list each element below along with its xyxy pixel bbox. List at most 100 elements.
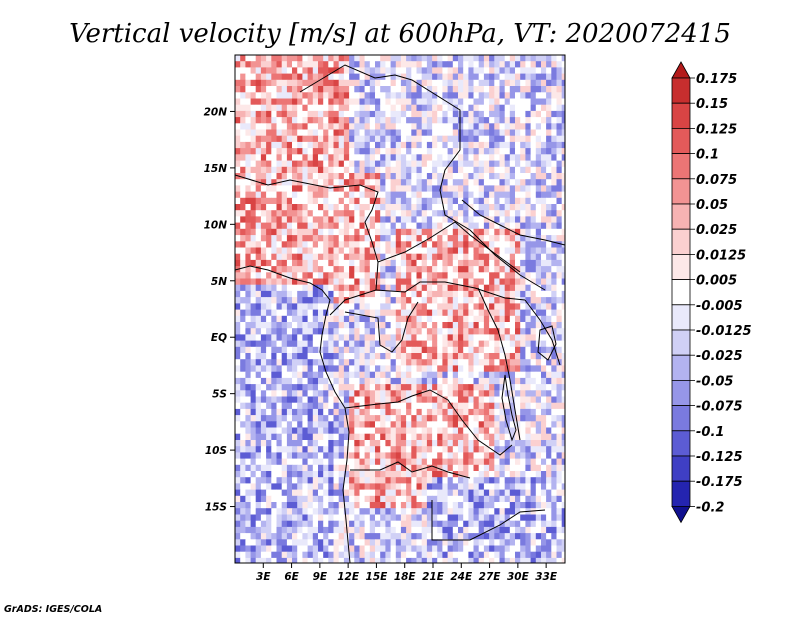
field-cell: [266, 440, 272, 447]
field-cell: [478, 216, 485, 223]
field-cell: [286, 228, 293, 236]
field-cell: [297, 390, 303, 397]
field-cell: [260, 415, 267, 422]
field-cell: [551, 303, 557, 310]
field-cell: [235, 73, 241, 81]
field-cell: [447, 241, 454, 248]
field-cell: [499, 191, 506, 199]
field-cell: [551, 471, 557, 478]
field-cell: [535, 471, 542, 478]
field-cell: [541, 222, 547, 230]
field-cell: [307, 166, 314, 174]
field-cell: [400, 73, 407, 81]
field-cell: [364, 154, 371, 161]
field-cell: [292, 135, 298, 143]
field-cell: [489, 104, 495, 112]
field-cell: [458, 185, 464, 192]
field-cell: [478, 123, 485, 130]
field-cell: [235, 290, 241, 298]
field-cell: [452, 514, 459, 522]
field-cell: [266, 191, 272, 199]
field-cell: [276, 483, 283, 490]
field-cell: [245, 86, 251, 93]
field-cell: [447, 148, 454, 155]
field-cell: [359, 135, 366, 143]
field-cell: [551, 135, 557, 143]
field-cell: [535, 396, 542, 404]
field-cell: [489, 477, 495, 484]
field-cell: [369, 179, 376, 186]
field-cell: [260, 508, 267, 515]
field-cell: [307, 278, 314, 286]
field-cell: [535, 489, 542, 497]
field-cell: [520, 359, 526, 366]
field-cell: [411, 154, 417, 161]
field-cell: [328, 173, 334, 180]
field-cell: [546, 86, 552, 93]
field-cell: [359, 322, 366, 329]
field-cell: [416, 210, 423, 217]
field-cell: [390, 520, 397, 528]
field-cell: [369, 123, 376, 130]
field-cell: [349, 402, 355, 410]
field-cell: [385, 315, 391, 323]
field-cell: [354, 526, 360, 534]
field-cell: [473, 197, 480, 205]
field-cell: [426, 334, 433, 341]
field-cell: [318, 458, 324, 466]
field-cell: [416, 427, 423, 435]
field-cell: [463, 489, 469, 497]
field-cell: [318, 197, 324, 205]
field-cell: [245, 502, 251, 509]
field-cell: [307, 502, 314, 509]
field-cell: [458, 303, 464, 310]
field-cell: [235, 191, 241, 199]
field-cell: [312, 204, 319, 211]
field-cell: [458, 210, 464, 217]
field-cell: [385, 508, 391, 515]
field-cell: [245, 353, 251, 360]
field-cell: [312, 117, 319, 124]
field-cell: [255, 284, 262, 292]
field-cell: [292, 526, 298, 534]
field-cell: [551, 464, 557, 472]
field-cell: [276, 259, 283, 267]
field-cell: [483, 141, 490, 149]
field-cell: [447, 483, 454, 490]
field-cell: [452, 427, 459, 435]
field-cell: [463, 92, 469, 99]
field-cell: [432, 61, 438, 68]
field-cell: [375, 495, 381, 503]
field-cell: [411, 185, 417, 192]
field-cell: [385, 340, 391, 348]
field-cell: [302, 396, 308, 404]
field-cell: [473, 290, 480, 298]
field-cell: [458, 359, 464, 366]
field-cell: [245, 539, 251, 546]
field-cell: [525, 502, 531, 509]
field-cell: [359, 533, 366, 540]
field-cell: [520, 520, 526, 528]
field-cell: [343, 489, 350, 497]
field-cell: [400, 421, 407, 428]
field-cell: [458, 377, 464, 385]
field-cell: [458, 228, 464, 236]
field-cell: [520, 309, 526, 317]
field-cell: [416, 278, 423, 286]
field-cell: [561, 185, 565, 192]
field-cell: [551, 117, 557, 124]
field-cell: [260, 458, 267, 466]
field-cell: [354, 328, 360, 335]
field-cell: [349, 458, 355, 466]
field-cell: [343, 253, 350, 261]
field-cell: [292, 259, 298, 267]
field-cell: [468, 216, 474, 223]
field-cell: [437, 135, 443, 143]
field-cell: [292, 415, 298, 422]
field-cell: [406, 123, 412, 130]
field-cell: [354, 402, 360, 410]
field-cell: [535, 117, 542, 124]
field-cell: [452, 204, 459, 211]
field-cell: [318, 452, 324, 459]
field-cell: [235, 241, 241, 248]
